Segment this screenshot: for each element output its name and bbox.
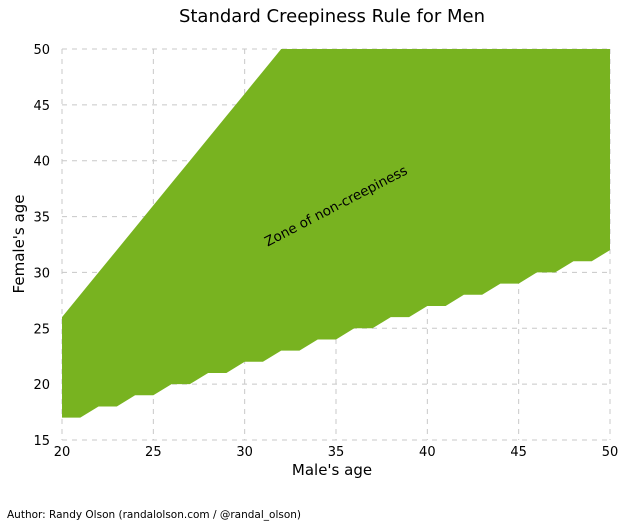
y-tick-label-5: 40: [33, 155, 50, 170]
x-tick-label-5: 45: [510, 445, 527, 460]
y-tick-label-7: 50: [33, 43, 50, 58]
x-tick-labels: 20 25 30 35 40 45 50: [54, 445, 619, 460]
y-tick-label-1: 20: [33, 378, 50, 393]
x-tick-label-3: 35: [328, 445, 345, 460]
y-axis-label: Female's age: [10, 195, 28, 294]
x-axis-label: Male's age: [292, 461, 372, 479]
author-credit: Author: Randy Olson (randalolson.com / @…: [7, 509, 302, 521]
y-tick-labels: 15 20 25 30 35 40 45 50: [33, 43, 50, 449]
y-tick-label-0: 15: [33, 434, 50, 449]
x-tick-label-2: 30: [236, 445, 253, 460]
x-tick-label-0: 20: [54, 445, 71, 460]
x-tick-label-6: 50: [602, 445, 619, 460]
non-creepiness-zone-area: [62, 49, 610, 418]
y-tick-label-3: 30: [33, 266, 50, 281]
x-tick-label-1: 25: [145, 445, 162, 460]
x-tick-label-4: 40: [419, 445, 436, 460]
y-tick-label-2: 25: [33, 322, 50, 337]
chart-title: Standard Creepiness Rule for Men: [179, 6, 485, 27]
y-tick-label-6: 45: [33, 99, 50, 114]
y-tick-label-4: 35: [33, 211, 50, 226]
